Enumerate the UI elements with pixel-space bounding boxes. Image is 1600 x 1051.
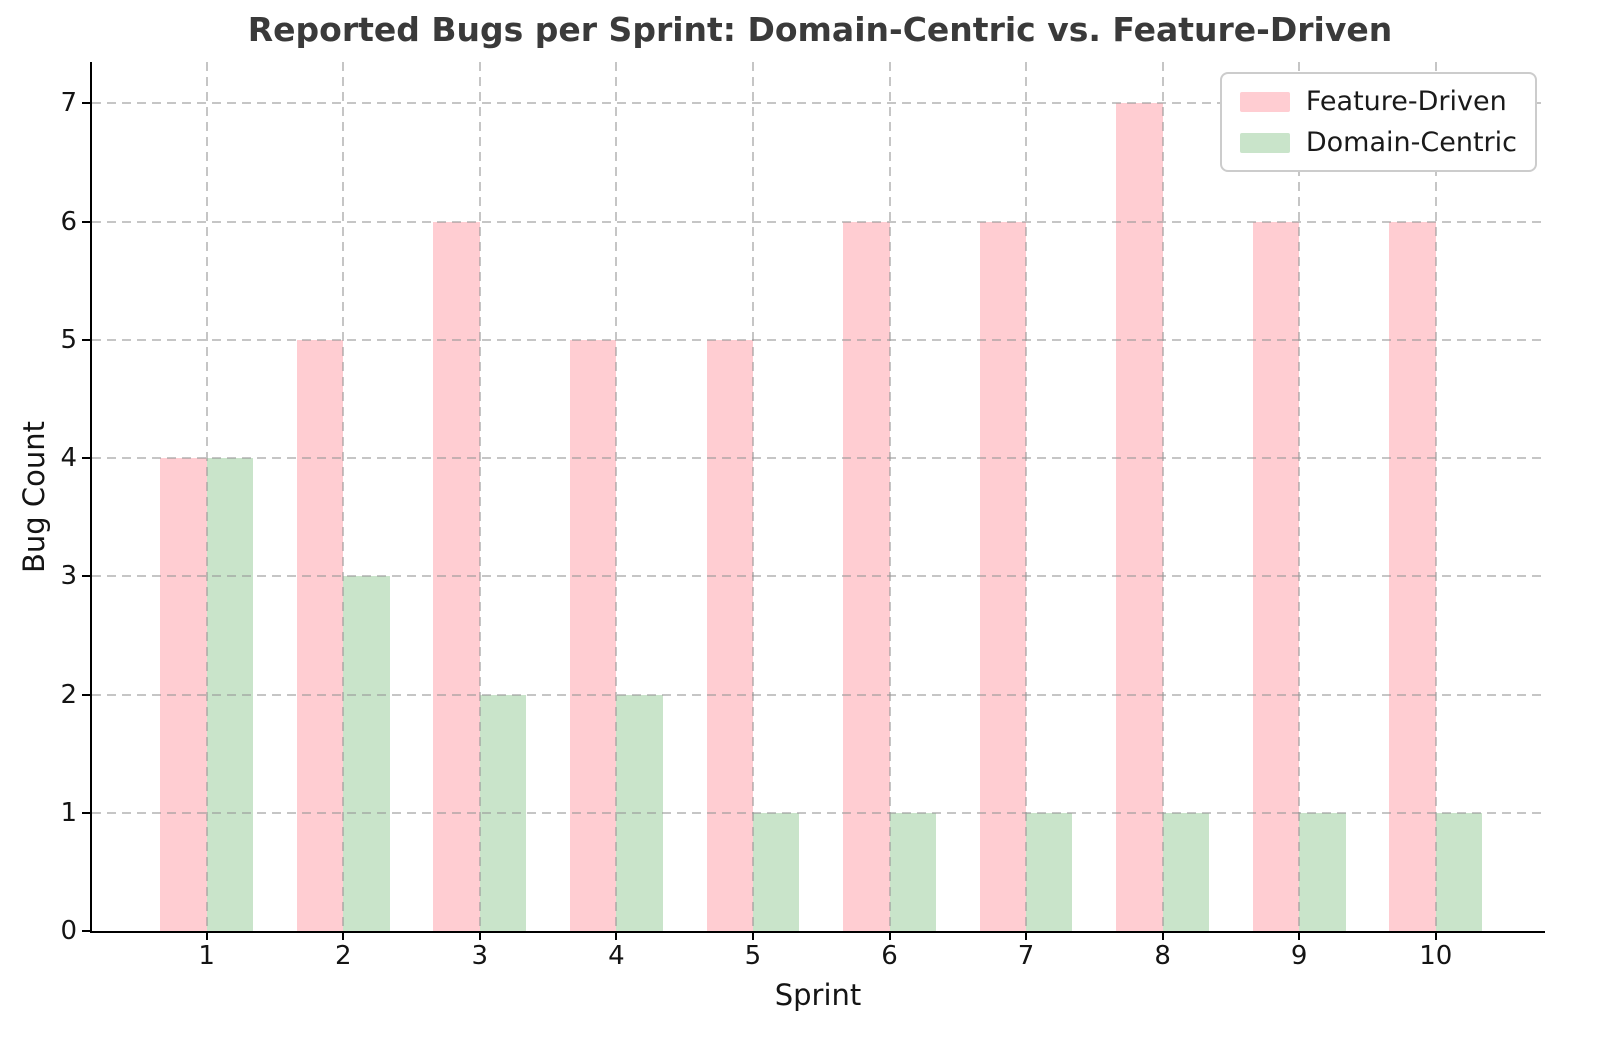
gridline-y-1 <box>92 811 1545 814</box>
gridline-x-3 <box>478 62 481 931</box>
x-tick-mark-4 <box>615 933 618 940</box>
y-tick-mark-7 <box>82 102 90 105</box>
bar-domain-centric-sprint-7 <box>1026 812 1073 931</box>
x-tick-mark-7 <box>1025 933 1028 940</box>
bar-feature-driven-sprint-4 <box>569 339 617 931</box>
legend: Feature-Driven Domain-Centric <box>1219 72 1537 173</box>
legend-swatch-domain-centric <box>1239 132 1290 153</box>
legend-label-domain-centric: Domain-Centric <box>1305 127 1517 159</box>
legend-item-feature-driven: Feature-Driven <box>1239 86 1517 117</box>
y-tick-mark-3 <box>82 575 90 578</box>
x-tick-label-8: 8 <box>1154 941 1171 971</box>
x-tick-label-1: 1 <box>198 941 215 971</box>
x-axis-spine <box>90 931 1545 933</box>
gridline-x-8 <box>1161 62 1164 931</box>
y-tick-mark-0 <box>82 930 90 932</box>
x-tick-mark-6 <box>888 933 891 940</box>
x-tick-label-2: 2 <box>334 941 352 971</box>
legend-swatch-feature-driven <box>1239 91 1290 112</box>
y-tick-label-0: 0 <box>60 916 77 946</box>
gridline-x-2 <box>342 62 345 931</box>
bar-domain-centric-sprint-8 <box>1162 812 1210 931</box>
gridline-y-3 <box>92 575 1545 578</box>
x-tick-mark-8 <box>1161 933 1164 940</box>
gridline-x-1 <box>205 62 208 931</box>
x-tick-mark-1 <box>205 933 208 940</box>
x-tick-label-7: 7 <box>1017 941 1035 971</box>
y-tick-label-1: 1 <box>60 797 77 828</box>
x-tick-mark-2 <box>342 933 345 940</box>
x-tick-label-10: 10 <box>1419 941 1453 971</box>
x-tick-label-4: 4 <box>608 941 625 971</box>
y-tick-label-7: 7 <box>60 88 77 119</box>
y-tick-mark-6 <box>82 220 90 223</box>
bar-domain-centric-sprint-5 <box>752 812 800 931</box>
gridline-x-5 <box>751 62 754 931</box>
gridline-x-10 <box>1434 62 1437 931</box>
x-tick-label-6: 6 <box>881 941 898 971</box>
y-tick-label-4: 4 <box>60 443 77 474</box>
y-axis-title: Bug Count <box>17 420 51 574</box>
gridline-y-6 <box>92 220 1545 223</box>
gridline-y-7 <box>92 102 1545 105</box>
y-tick-label-6: 6 <box>60 206 77 237</box>
x-tick-label-9: 9 <box>1290 941 1308 971</box>
x-tick-label-5: 5 <box>744 941 762 971</box>
x-tick-mark-5 <box>751 933 754 940</box>
gridline-x-7 <box>1025 62 1028 931</box>
bar-domain-centric-sprint-9 <box>1299 812 1346 931</box>
y-tick-label-2: 2 <box>60 679 77 710</box>
bar-domain-centric-sprint-10 <box>1435 812 1483 931</box>
x-axis-title: Sprint <box>774 978 862 1012</box>
gridline-x-6 <box>888 62 891 931</box>
gridline-x-9 <box>1298 62 1301 931</box>
x-tick-mark-10 <box>1434 933 1437 940</box>
y-axis-spine <box>90 62 92 933</box>
x-tick-mark-3 <box>478 933 481 940</box>
legend-item-domain-centric: Domain-Centric <box>1239 127 1517 159</box>
x-tick-label-3: 3 <box>471 941 489 971</box>
chart-title: Reported Bugs per Sprint: Domain-Centric… <box>247 10 1393 49</box>
bar-feature-driven-sprint-2 <box>296 339 344 931</box>
y-tick-mark-2 <box>82 693 90 696</box>
legend-label-feature-driven: Feature-Driven <box>1305 86 1507 117</box>
bar-domain-centric-sprint-6 <box>889 812 936 931</box>
ticks-layer: 0 1 2 3 4 5 6 7 1 2 3 4 5 6 7 8 9 10 <box>60 62 1545 969</box>
y-tick-mark-4 <box>82 457 90 460</box>
gridline-y-5 <box>92 338 1545 341</box>
bar-feature-driven-sprint-5 <box>706 339 753 931</box>
bar-feature-driven-sprint-8 <box>1116 103 1163 931</box>
gridline-y-4 <box>92 457 1545 460</box>
bar-domain-centric-sprint-2 <box>343 576 390 931</box>
gridline-y-2 <box>92 693 1545 696</box>
y-tick-label-3: 3 <box>60 561 77 592</box>
grid-layer <box>92 62 1545 931</box>
gridline-x-4 <box>615 62 618 931</box>
x-tick-mark-9 <box>1298 933 1301 940</box>
y-tick-mark-1 <box>82 811 90 814</box>
plot-area: 0 1 2 3 4 5 6 7 1 2 3 4 5 6 7 8 9 10 <box>60 62 1545 969</box>
y-tick-label-5: 5 <box>60 324 77 355</box>
y-tick-mark-5 <box>82 338 90 341</box>
